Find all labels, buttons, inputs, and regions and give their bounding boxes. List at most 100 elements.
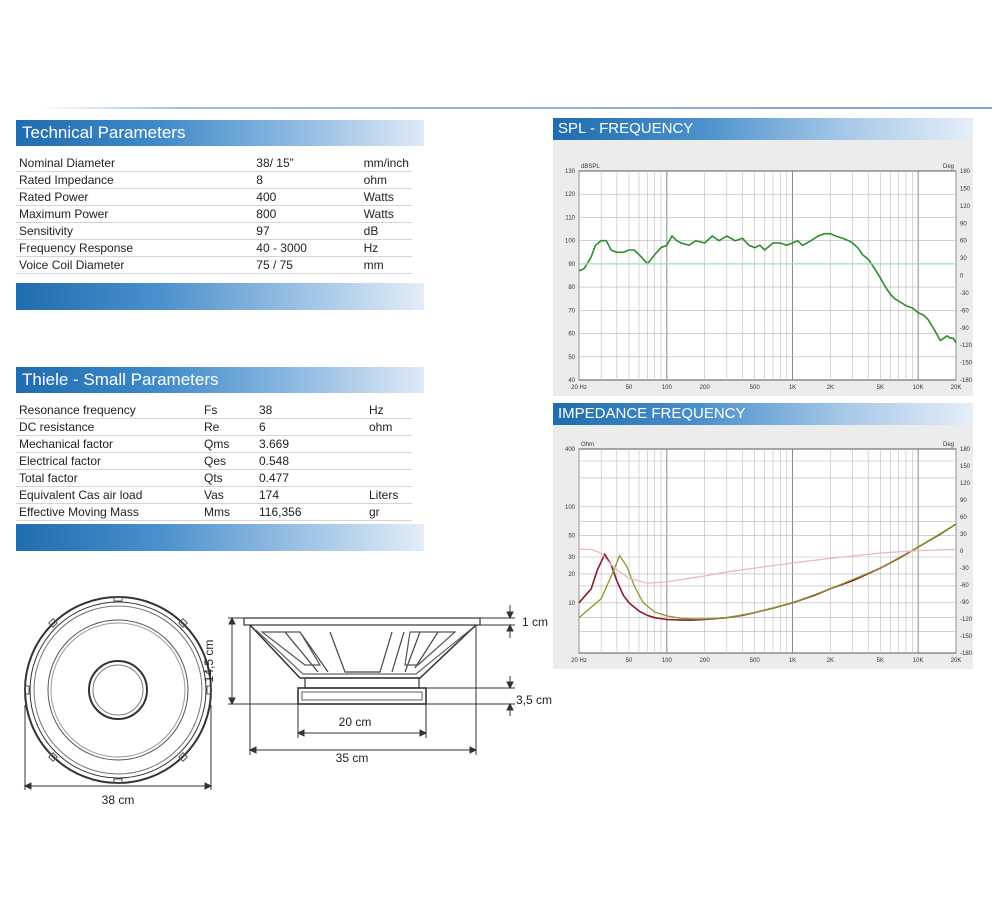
param-unit: mm <box>360 256 412 274</box>
y-tick-label: 50 <box>568 534 575 540</box>
y2-tick-label: -90 <box>960 326 969 332</box>
y2-tick-label: -120 <box>960 617 973 623</box>
thiele-small-table: Resonance frequency Fs 38 Hz DC resistance Re… <box>16 402 412 521</box>
y-tick-label: 120 <box>565 192 576 198</box>
param-unit: gr <box>366 503 412 521</box>
y2-tick-label: 180 <box>960 169 971 175</box>
table-row: Frequency Response 40 - 3000 Hz <box>16 239 412 257</box>
param-unit <box>366 469 412 487</box>
param-label: Maximum Power <box>16 205 254 223</box>
param-label: Rated Impedance <box>16 171 254 189</box>
x-tick-label: 200 <box>700 385 711 391</box>
y2-axis-unit-label: Deg <box>943 442 954 448</box>
y2-tick-label: -30 <box>960 291 969 297</box>
param-value: 40 - 3000 <box>253 239 361 257</box>
param-label: Rated Power <box>16 188 254 206</box>
top-divider <box>40 107 992 109</box>
table-row: Effective Moving Mass Mms 116,356 gr <box>16 503 412 521</box>
x-tick-label: 200 <box>700 658 711 664</box>
y-axis-unit-label: Ohm <box>581 442 594 448</box>
param-value: 116,356 <box>256 503 366 521</box>
technical-parameters-table: Nominal Diameter 38/ 15” mm/inch Rated Impe… <box>16 155 412 274</box>
param-value: 0.548 <box>256 452 366 470</box>
table-row: Electrical factor Qes 0.548 <box>16 452 412 470</box>
y2-axis-unit-label: Deg <box>943 164 954 170</box>
side-dimensions <box>228 605 515 755</box>
y-tick-label: 60 <box>568 332 575 338</box>
table-row: Rated Impedance 8 ohm <box>16 171 412 189</box>
spl-chart-title: SPL - FREQUENCY <box>553 118 973 140</box>
y2-tick-label: 90 <box>960 498 967 504</box>
y2-tick-label: 0 <box>960 274 964 280</box>
table-row: Equivalent Cas air load Vas 174 Liters <box>16 486 412 504</box>
x-tick-label: 10K <box>913 658 924 664</box>
flange-label: 1 cm <box>522 615 548 629</box>
param-symbol: Qes <box>201 452 256 470</box>
impedance-title-text: IMPEDANCE FREQUENCY <box>558 405 746 422</box>
series-line-2 <box>579 548 957 584</box>
y2-tick-label: 180 <box>960 447 971 453</box>
param-label: Electrical factor <box>16 452 201 470</box>
param-value: 38/ 15” <box>253 155 361 172</box>
y-tick-label: 130 <box>565 169 576 175</box>
x-tick-label: 2K <box>827 658 834 664</box>
series-line-0 <box>578 232 957 344</box>
y-tick-label: 30 <box>568 555 575 561</box>
speaker-dimension-drawing: 38 cm 14,5 cm 1 cm 3,5 cm <box>23 596 552 807</box>
param-label: Effective Moving Mass <box>16 503 201 521</box>
param-unit: Hz <box>366 402 412 419</box>
y2-tick-label: 120 <box>960 481 971 487</box>
param-label: Sensitivity <box>16 222 254 240</box>
y-tick-label: 50 <box>568 355 575 361</box>
y2-tick-label: 30 <box>960 532 967 538</box>
spl-title-text: SPL - FREQUENCY <box>558 120 694 137</box>
param-symbol: Re <box>201 418 256 436</box>
y2-tick-label: -150 <box>960 634 973 640</box>
table-row: Sensitivity 97 dB <box>16 222 412 240</box>
param-unit: ohm <box>360 171 412 189</box>
y2-tick-label: -150 <box>960 361 973 367</box>
y2-tick-label: -60 <box>960 583 969 589</box>
y2-tick-label: 0 <box>960 549 964 555</box>
y-tick-label: 400 <box>565 447 576 453</box>
x-tick-label: 5K <box>877 385 884 391</box>
table-row: Mechanical factor Qms 3.669 <box>16 435 412 453</box>
technical-parameters-footer-band <box>16 283 424 310</box>
front-diameter-label: 38 cm <box>102 793 135 807</box>
table-row: Rated Power 400 Watts <box>16 188 412 206</box>
technical-parameters-title: Technical Parameters <box>22 123 186 142</box>
param-value: 8 <box>253 171 361 189</box>
x-tick-label: 50 <box>626 658 633 664</box>
x-tick-label: 1K <box>789 385 796 391</box>
table-row: Voice Coil Diameter 75 / 75 mm <box>16 256 412 274</box>
plot-area <box>578 170 957 381</box>
y2-tick-label: 120 <box>960 204 971 210</box>
param-label: Mechanical factor <box>16 435 201 453</box>
y-tick-label: 70 <box>568 308 575 314</box>
param-value: 800 <box>253 205 361 223</box>
front-diameter-dimension <box>23 705 213 790</box>
param-value: 400 <box>253 188 361 206</box>
y2-tick-label: -60 <box>960 308 969 314</box>
y2-tick-label: -90 <box>960 600 969 606</box>
y-tick-label: 110 <box>565 215 575 221</box>
param-value: 6 <box>256 418 366 436</box>
x-tick-label: 20 Hz <box>571 385 587 391</box>
x-tick-label: 500 <box>750 385 761 391</box>
param-label: DC resistance <box>16 418 201 436</box>
param-unit: mm/inch <box>360 155 412 172</box>
magnet-diameter-label: 20 cm <box>339 715 372 729</box>
magnet-height-label: 3,5 cm <box>516 693 552 707</box>
param-symbol: Qms <box>201 435 256 453</box>
param-label: Frequency Response <box>16 239 254 257</box>
param-unit: Hz <box>360 239 412 257</box>
param-label: Nominal Diameter <box>16 155 254 172</box>
y-tick-label: 10 <box>568 601 575 607</box>
y2-tick-label: 150 <box>960 464 971 470</box>
impedance-frequency-chart: 20 Hz 50 100 200 500 1K 2K 5K 10K 20K400100503020… <box>565 442 973 664</box>
y2-tick-label: 90 <box>960 221 967 227</box>
param-value: 38 <box>256 402 366 419</box>
table-row: Maximum Power 800 Watts <box>16 205 412 223</box>
thiele-small-title: Thiele - Small Parameters <box>22 370 219 389</box>
series-line-1 <box>578 523 957 620</box>
